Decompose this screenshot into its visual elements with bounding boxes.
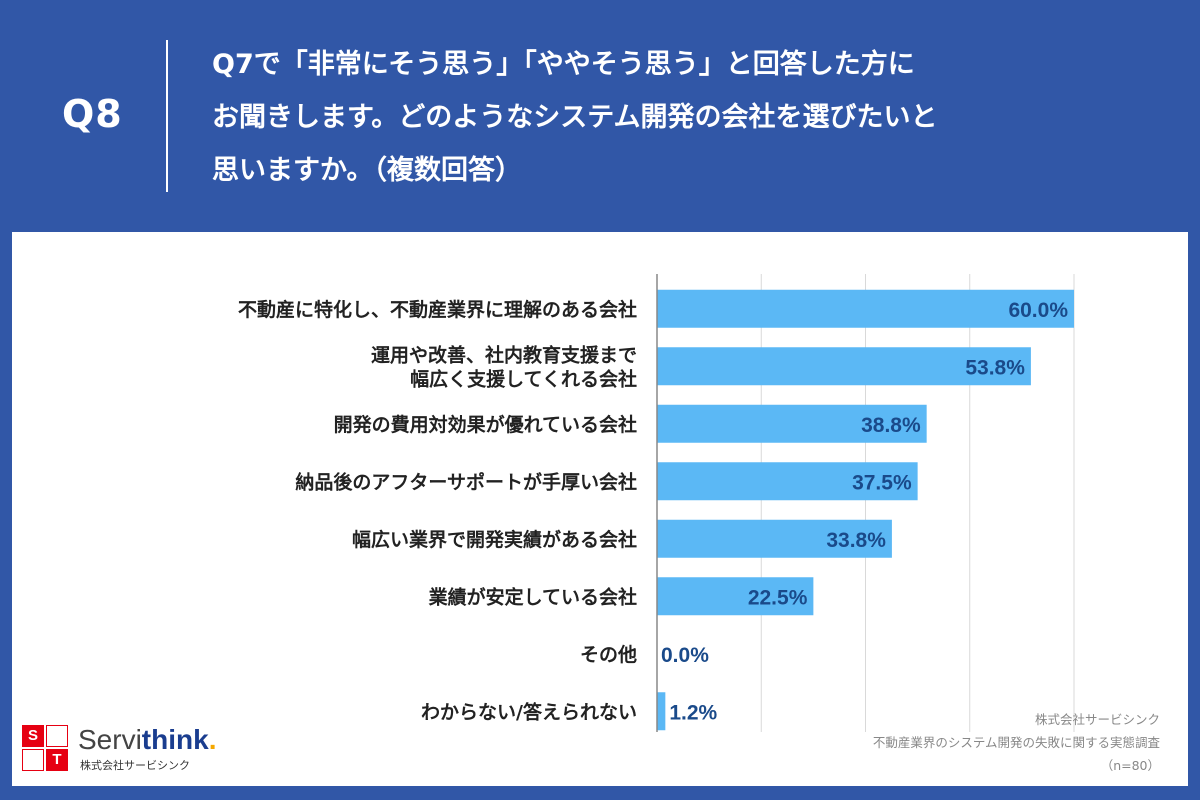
question-number: Q8: [62, 92, 123, 136]
question-line: 思いますか。（複数回答）: [212, 155, 522, 186]
source-company: 株式会社サービシンク: [1034, 712, 1160, 727]
bar: [657, 347, 1031, 386]
logo-box-s: S: [22, 725, 44, 747]
category-label: わからない/答えられない: [421, 700, 637, 723]
bar: [657, 462, 918, 501]
value-label: 22.5%: [748, 586, 808, 609]
category-label: 幅広い業界で開発実績がある会社: [352, 528, 637, 551]
header: Q8 Q7で「非常にそう思う」「ややそう思う」と回答した方に お聞きします。どの…: [0, 0, 1200, 230]
logo-wordmark: Servithink.: [78, 725, 216, 755]
bar-chart: 不動産に特化し、不動産業界に理解のある会社 60.0% 運用や改善、社内教育支援まで…: [238, 274, 1075, 732]
category-label: 運用や改善、社内教育支援まで幅広く支援してくれる会社: [371, 343, 637, 390]
value-label: 0.0%: [661, 644, 709, 667]
bar: [657, 404, 927, 443]
bar: [657, 692, 666, 731]
question-text: Q7で「非常にそう思う」「ややそう思う」と回答した方に お聞きします。どのような…: [212, 38, 1172, 197]
source-survey: 不動産業界のシステム開発の失敗に関する実態調査: [872, 735, 1160, 750]
category-label: 開発の費用対効果が優れている会社: [334, 413, 637, 436]
logo-word-dot: .: [208, 724, 217, 755]
logo-word-main: Servi: [78, 724, 142, 755]
servithink-logo: S T Servithink. 株式会社サービシンク: [22, 725, 262, 777]
value-label: 60.0%: [1008, 299, 1068, 322]
header-divider: [166, 40, 168, 192]
value-label: 37.5%: [852, 471, 912, 494]
category-label: 業績が安定している会社: [428, 585, 637, 608]
logo-company-name: 株式会社サービシンク: [80, 759, 190, 772]
question-line: お聞きします。どのようなシステム開発の会社を選びたいと: [212, 102, 938, 133]
category-label: 納品後のアフターサポートが手厚い会社: [295, 470, 637, 493]
value-label: 1.2%: [669, 701, 717, 724]
category-label: 不動産に特化し、不動産業界に理解のある会社: [238, 298, 637, 321]
bar: [657, 519, 892, 558]
value-label: 38.8%: [861, 414, 921, 437]
value-label: 53.8%: [965, 356, 1025, 379]
logo-box-blank: [46, 725, 68, 747]
source-note: 株式会社サービシンク 不動産業界のシステム開発の失敗に関する実態調査 （n=80…: [873, 708, 1160, 777]
logo-word-bold: think: [141, 724, 209, 755]
bar: [657, 289, 1074, 328]
question-line: Q7で「非常にそう思う」「ややそう思う」と回答した方に: [212, 49, 915, 80]
logo-box-blank: [22, 749, 44, 771]
source-sample: （n=80）: [1100, 758, 1160, 773]
bar: [657, 577, 814, 616]
category-label: その他: [580, 643, 637, 666]
value-label: 33.8%: [826, 529, 886, 552]
chart-panel: 不動産に特化し、不動産業界に理解のある会社 60.0% 運用や改善、社内教育支援まで…: [12, 232, 1188, 786]
logo-box-t: T: [46, 749, 68, 771]
